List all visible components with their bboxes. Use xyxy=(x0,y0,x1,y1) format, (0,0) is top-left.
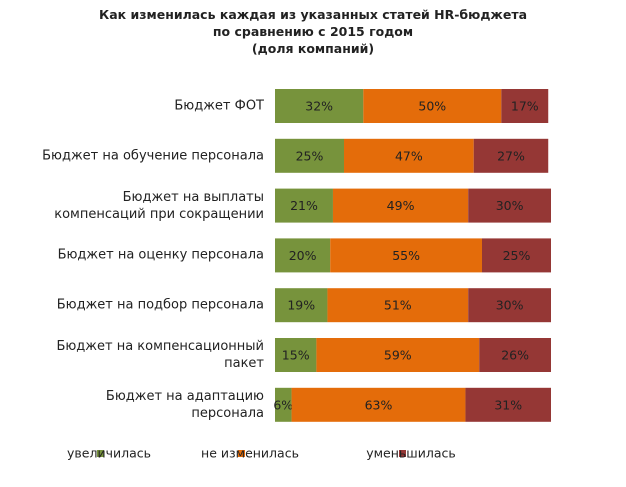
bar-segment xyxy=(363,89,502,123)
category-label: Бюджет на подбор персонала xyxy=(56,297,264,313)
bar-segment xyxy=(332,188,469,223)
value-label: 30% xyxy=(496,198,524,213)
bar-segment xyxy=(275,138,344,173)
value-label: 27% xyxy=(497,148,525,163)
value-label: 50% xyxy=(418,99,446,114)
bar-segment xyxy=(291,387,466,422)
bar-segment xyxy=(344,138,474,173)
category-label: Бюджет на обучение персонала xyxy=(42,148,264,164)
bar-segment xyxy=(473,138,549,173)
legend-label: уменьшилась xyxy=(366,446,456,461)
value-label: 25% xyxy=(503,248,531,263)
chart-title: Как изменилась каждая из указанных стате… xyxy=(98,7,528,56)
value-label: 17% xyxy=(511,99,539,114)
bar-segment xyxy=(316,338,480,372)
value-label: 21% xyxy=(290,198,318,213)
bar-segment xyxy=(482,238,551,273)
value-label: 55% xyxy=(392,248,420,263)
legend-marker xyxy=(238,450,245,457)
category-label: Бюджет на компенсационный пакет xyxy=(56,339,264,371)
bar-segment xyxy=(479,338,551,372)
value-label: 31% xyxy=(494,397,522,412)
value-label: 26% xyxy=(501,348,529,363)
value-label: 6% xyxy=(273,397,293,412)
value-label: 47% xyxy=(395,148,423,163)
value-label: 20% xyxy=(289,248,317,263)
value-label: 63% xyxy=(365,397,393,412)
legend-marker xyxy=(399,450,406,457)
category-label: Бюджет ФОТ xyxy=(174,98,264,114)
value-label: 15% xyxy=(282,348,310,363)
bar-segment xyxy=(275,288,328,323)
bar-segment xyxy=(465,387,551,422)
value-label: 19% xyxy=(287,298,315,313)
value-label: 32% xyxy=(305,99,333,114)
value-label: 59% xyxy=(384,348,412,363)
category-label: Бюджет на оценку персонала xyxy=(57,247,264,263)
legend-label: не изменилась xyxy=(201,446,299,461)
bar-segment xyxy=(330,238,482,273)
category-label: Бюджет на адаптацию персонала xyxy=(105,388,264,421)
bar-segment xyxy=(275,238,331,273)
value-label: 51% xyxy=(384,298,412,313)
legend-label: увеличилась xyxy=(67,446,151,461)
bar-segment xyxy=(275,188,333,223)
value-label: 49% xyxy=(387,198,415,213)
bar-segment xyxy=(327,288,469,323)
bar-segment xyxy=(468,188,551,223)
bar-segment xyxy=(468,288,551,323)
legend-marker xyxy=(97,450,104,457)
value-label: 30% xyxy=(496,298,524,313)
bar-segment xyxy=(275,89,364,123)
bar-segment xyxy=(275,338,317,372)
bar-segment xyxy=(275,387,292,422)
bar-segment xyxy=(501,89,549,123)
category-label: Бюджет на выплаты компенсаций при сокращ… xyxy=(54,189,264,222)
value-label: 25% xyxy=(296,148,324,163)
